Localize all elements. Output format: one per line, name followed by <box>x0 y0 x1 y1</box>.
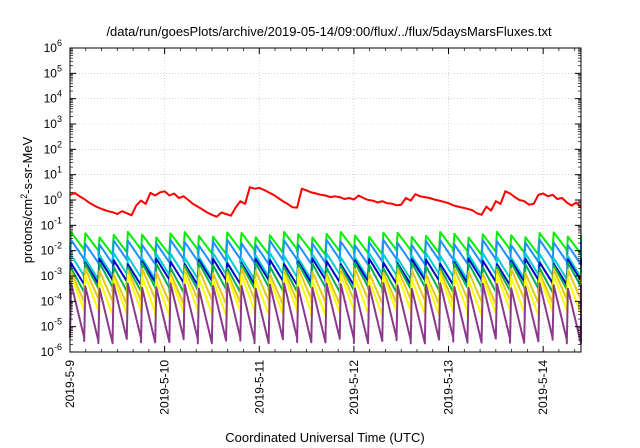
y-tick-label-base: 10 <box>41 244 55 258</box>
y-tick-label-base: 10 <box>41 320 55 334</box>
y-tick-label-exp: 6 <box>57 38 62 48</box>
y-tick-label: 105 <box>44 63 62 80</box>
y-tick-label-exp: -5 <box>54 317 62 327</box>
y-tick-label-base: 10 <box>44 193 58 207</box>
y-tick-label: 10-5 <box>41 317 62 334</box>
x-tick-label: 2019-5-14 <box>536 360 550 415</box>
y-tick-label-base: 10 <box>41 294 55 308</box>
series-line-7 <box>69 273 582 317</box>
y-tick-label: 10-3 <box>41 266 62 283</box>
y-tick-label-base: 10 <box>44 66 58 80</box>
plot-border <box>69 47 582 353</box>
y-tick-label-exp: 2 <box>57 139 62 149</box>
y-tick-label-base: 10 <box>41 269 55 283</box>
y-tick-label-exp: -3 <box>54 266 62 276</box>
y-tick-label-base: 10 <box>44 41 58 55</box>
x-tick-label: 2019-5-12 <box>347 360 361 415</box>
y-tick-label-base: 10 <box>41 345 55 359</box>
y-tick-label: 10-4 <box>41 291 62 308</box>
y-tick-label-exp: 4 <box>57 89 62 99</box>
y-tick-label-base: 10 <box>44 117 58 131</box>
y-tick-label-base: 10 <box>44 142 58 156</box>
y-axis-label: protons/cm2-s-sr-MeV <box>19 136 35 263</box>
y-tick-label-base: 10 <box>44 92 58 106</box>
y-tick-label: 10-2 <box>41 241 62 258</box>
series-group <box>69 186 582 345</box>
y-axis-label-main: protons/cm <box>20 199 35 263</box>
y-tick-label: 101 <box>44 165 62 182</box>
y-tick-label: 106 <box>44 38 62 55</box>
y-tick-label-exp: 5 <box>57 63 62 73</box>
chart-title: /data/run/goesPlots/archive/2019-05-14/0… <box>106 24 552 39</box>
y-tick-label-exp: 0 <box>57 190 62 200</box>
series-line-8 <box>69 282 582 345</box>
series-line-0 <box>69 186 582 218</box>
y-axis-label-tail: -s-sr-MeV <box>20 136 35 193</box>
y-tick-label: 10-1 <box>41 215 62 232</box>
x-tick-label: 2019-5-9 <box>63 360 77 408</box>
y-tick-label-base: 10 <box>41 218 55 232</box>
y-tick-label: 102 <box>44 139 62 156</box>
x-axis-label: Coordinated Universal Time (UTC) <box>225 430 424 445</box>
y-tick-label: 10-6 <box>41 342 62 359</box>
y-tick-label: 100 <box>44 190 62 207</box>
y-tick-label-base: 10 <box>44 168 58 182</box>
y-tick-label-exp: -2 <box>54 241 62 251</box>
x-tick-label: 2019-5-10 <box>158 360 172 415</box>
y-tick-label: 103 <box>44 114 62 131</box>
y-tick-label: 104 <box>44 89 62 106</box>
x-axis-ticks: 2019-5-9 2019-5-10 2019-5-11 2019-5-12 2019-… <box>63 48 576 415</box>
x-tick-label: 2019-5-11 <box>252 360 266 414</box>
y-tick-label-exp: 1 <box>57 165 62 175</box>
y-axis-label-sup: 2 <box>19 194 29 199</box>
y-tick-label-exp: -6 <box>54 342 62 352</box>
x-tick-label: 2019-5-13 <box>442 360 456 415</box>
y-tick-label-exp: -1 <box>54 215 62 225</box>
y-tick-label-exp: -4 <box>54 291 62 301</box>
y-tick-label-exp: 3 <box>57 114 62 124</box>
